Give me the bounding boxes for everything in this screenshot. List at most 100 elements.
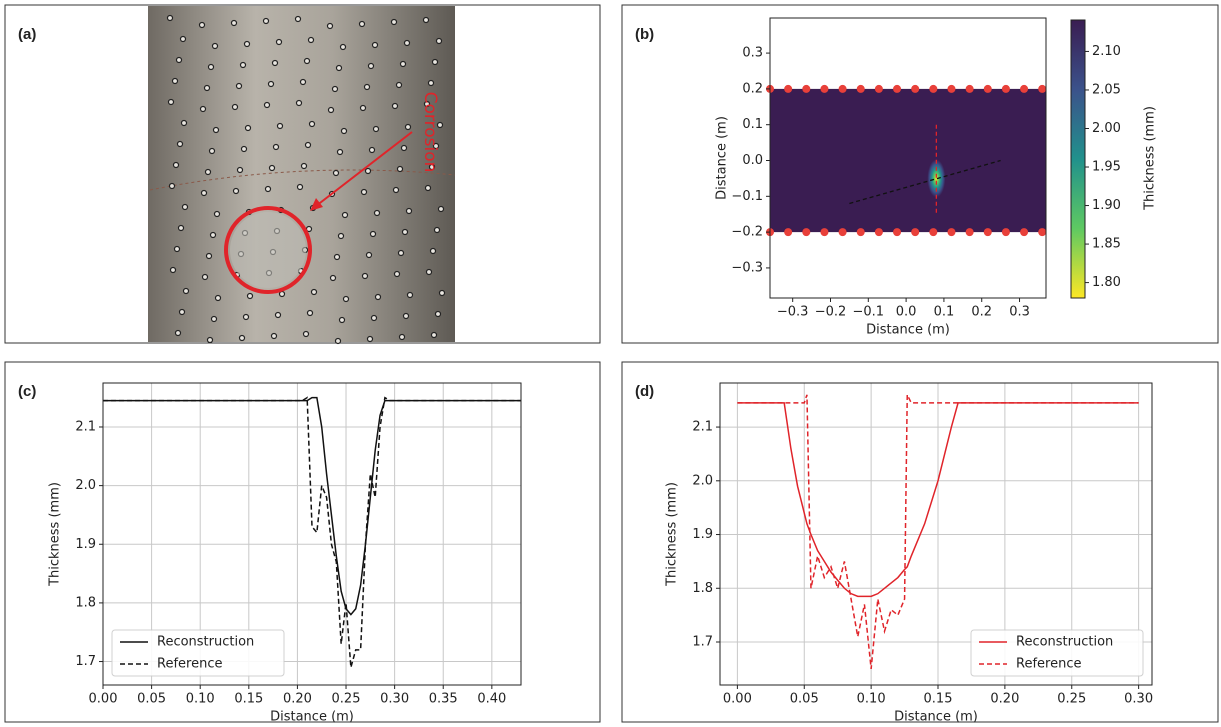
y-tick-label: 1.8 [692,581,713,596]
sensor-dot [338,316,346,324]
sensor [1020,228,1029,237]
sensor-dot [339,43,347,51]
panel-label: (d) [635,383,654,400]
cylinder [148,6,455,342]
sensor-dot [296,183,304,191]
sensor-dot [244,124,252,132]
sensor [784,84,793,93]
sensor-dot [262,17,270,25]
sensor-dot [212,126,220,134]
background-left [6,6,148,342]
x-tick-label: 0.05 [137,692,166,707]
sensor-dot [174,329,182,337]
sensor-dot [205,252,213,260]
sensor [1020,84,1029,93]
sensor-dot [203,84,211,92]
sensor [983,228,992,237]
sensor-dot [402,312,410,320]
sensor [1001,84,1010,93]
seam [149,169,456,191]
y-tick-label: 2.1 [75,419,96,434]
y-tick-label: 1.8 [75,595,96,610]
x-tick-label: 0.35 [429,692,458,707]
sensor [965,84,974,93]
sensor-dot [340,127,348,135]
sensor [874,84,883,93]
sensor-dot [400,144,408,152]
arrow-line [315,131,413,207]
sensor-dot [207,63,215,71]
sensor-dot [175,56,183,64]
sensor-dot [310,288,318,296]
series-line [103,396,521,616]
sensor-dot [303,57,311,65]
sensor-dot [271,59,279,67]
x-tick-label: 0.05 [790,692,819,707]
y-tick-label: 0.1 [742,117,763,132]
sensor-dot [178,308,186,316]
sensor-dot [168,182,176,190]
sensor [929,84,938,93]
colorbar-tick-label: 1.90 [1092,198,1121,213]
x-tick-label: 0.10 [857,692,886,707]
sensor-dot [242,313,250,321]
x-tick-label: 0.1 [934,305,955,320]
sensor-dot [176,140,184,148]
sensor [874,228,883,237]
legend-label: Reference [1016,657,1081,672]
sensor-dot [333,253,341,261]
sensor [929,228,938,237]
sensor [911,228,920,237]
sensor-dot [246,292,254,300]
panel-border [621,4,1219,344]
sensor-dot [326,22,334,30]
sensor-dot [334,337,342,345]
sensor-dot [302,330,310,338]
y-tick-label: 1.9 [692,527,713,542]
sensor [856,228,865,237]
sensor-dot [204,168,212,176]
sensor-dot [177,224,185,232]
sensor [784,228,793,237]
sensor-dot [393,270,401,278]
corrosion-spot [927,159,946,198]
sensor-dot [173,245,181,253]
sensor-dot [430,331,438,339]
sensor-dot [236,166,244,174]
sensor-dot [239,61,247,69]
x-tick-label: 0.0 [896,305,917,320]
sensor-dot [182,287,190,295]
sensor-dot [337,232,345,240]
sensor-dot [167,98,175,106]
sensor [838,84,847,93]
sensor-dot [268,164,276,172]
sensor-dot [211,42,219,50]
y-tick-label: 1.9 [75,537,96,552]
legend-label: Reconstruction [1016,635,1113,650]
y-tick-label: 0.0 [742,153,763,168]
series-line [737,402,1139,598]
series-line [737,394,1139,669]
sensor-dot [200,189,208,197]
sensor-dot [210,315,218,323]
sensor-dot [396,165,404,173]
x-tick-label: 0.10 [186,692,215,707]
sensor-dot [232,187,240,195]
sensor-dot [272,143,280,151]
x-tick-label: 0.3 [1009,305,1030,320]
sensor-dot [358,20,366,28]
sensor-dot [403,39,411,47]
colorbar-tick-label: 1.85 [1092,237,1121,252]
sensor-dot [270,332,278,340]
sensor [893,84,902,93]
y-tick-label: 1.7 [75,654,96,669]
path-line [849,159,1001,205]
photo: Corrosion [6,6,456,345]
x-tick-label: 0.20 [990,692,1019,707]
annotation: Corrosion [420,92,440,173]
sensor-dot [299,78,307,86]
sensor-dot [295,99,303,107]
sensor-dot [365,251,373,259]
sensor-dot [436,121,444,129]
sensor-dot [166,14,174,22]
